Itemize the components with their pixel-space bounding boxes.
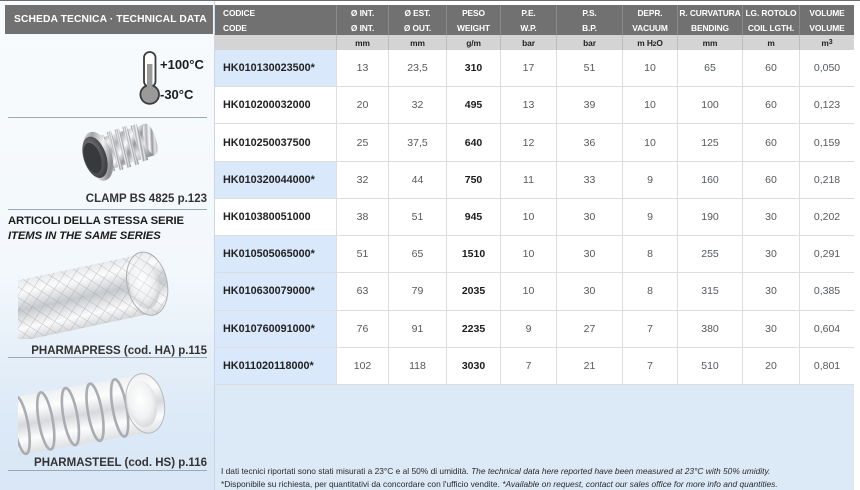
svg-text:+100°C: +100°C — [160, 57, 204, 72]
svg-text:-30°C: -30°C — [160, 87, 194, 102]
